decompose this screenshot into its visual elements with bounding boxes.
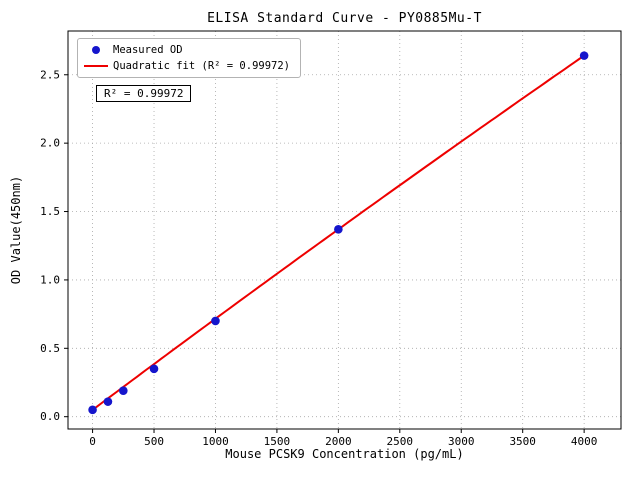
y-tick-label: 2.5 [40,68,60,81]
legend-item-measured-od: Measured OD [84,44,290,56]
y-tick-label: 1.0 [40,273,60,286]
scatter-marker-icon [92,46,100,54]
chart-title: ELISA Standard Curve - PY0885Mu-T [207,11,482,26]
x-tick-label: 1500 [264,435,291,448]
x-tick-label: 2500 [387,435,414,448]
y-tick-label: 2.0 [40,137,60,150]
data-point [334,225,343,234]
data-point [119,386,128,396]
data-point [103,397,113,406]
y-tick-label: 0.0 [40,410,60,423]
legend-label-measured-od: Measured OD [113,44,183,56]
x-axis-label: Mouse PCSK9 Concentration (pg/mL) [225,447,464,461]
legend-item-quadratic-fit: Quadratic fit (R² = 0.99972) [84,60,290,72]
x-tick-label: 4000 [571,435,598,448]
x-tick-label: 500 [144,435,164,448]
legend-label-quadratic-fit: Quadratic fit (R² = 0.99972) [113,60,291,72]
fit-line-icon [84,65,108,67]
legend: Measured OD Quadratic fit (R² = 0.99972) [77,38,302,78]
data-point [88,405,97,415]
x-tick-label: 3000 [448,435,475,448]
y-tick-label: 0.5 [40,342,60,355]
x-tick-label: 2000 [325,435,352,448]
x-tick-label: 1000 [202,435,229,448]
data-point [149,364,159,374]
r-squared-annotation: R² = 0.99972 [96,85,192,102]
axes-frame [67,30,622,430]
data-point [211,316,220,326]
y-tick-label: 1.5 [40,205,60,218]
x-tick-label: 0 [89,435,96,448]
x-tick-label: 3500 [509,435,536,448]
data-point [579,51,589,60]
y-axis-label: OD Value(450nm) [9,175,23,285]
